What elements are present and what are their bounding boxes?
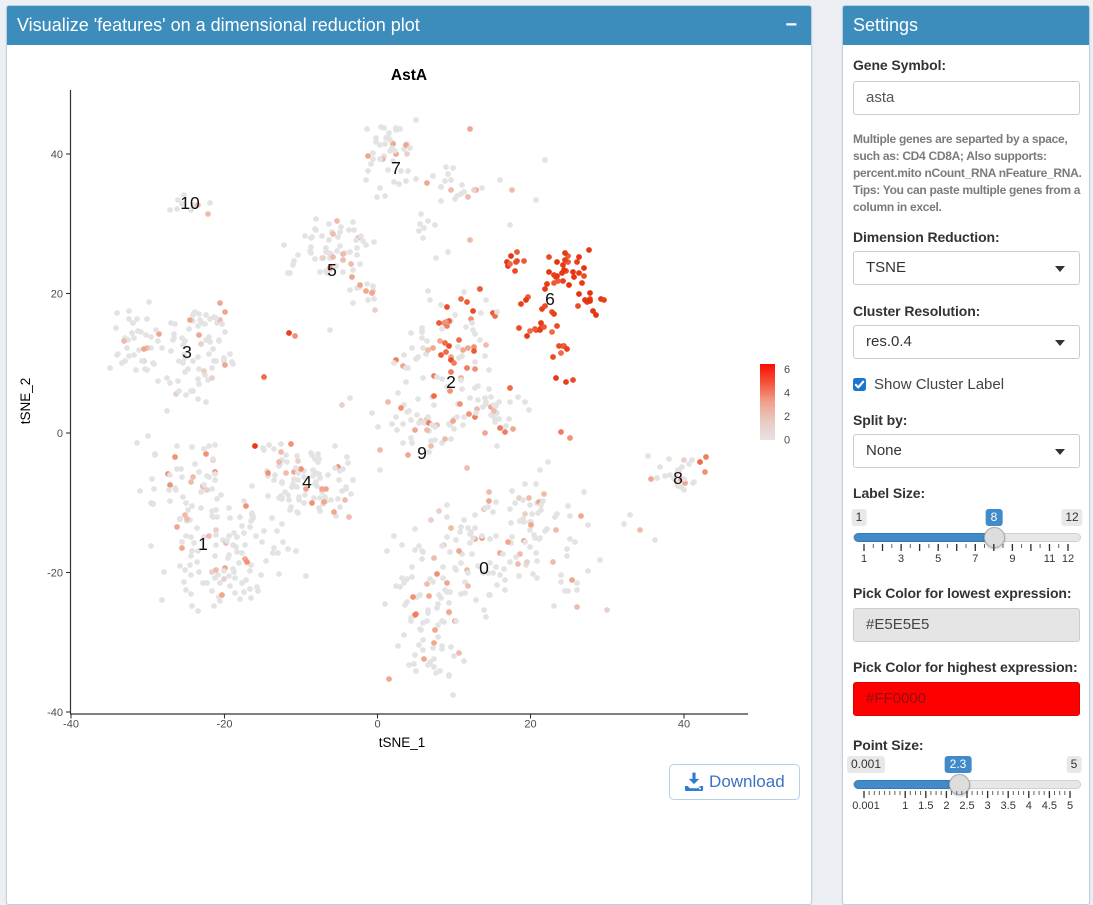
svg-text:0: 0 [479, 558, 489, 578]
svg-text:4.5: 4.5 [1042, 800, 1057, 812]
svg-text:20: 20 [51, 289, 63, 301]
svg-text:2: 2 [784, 411, 790, 423]
svg-text:5: 5 [1067, 800, 1073, 812]
svg-text:-20: -20 [217, 719, 233, 731]
svg-text:tSNE_2: tSNE_2 [18, 378, 33, 425]
svg-text:11: 11 [1044, 553, 1055, 565]
svg-text:3.5: 3.5 [1001, 800, 1016, 812]
svg-text:40: 40 [51, 149, 63, 161]
svg-text:3: 3 [182, 342, 192, 362]
svg-text:6: 6 [545, 289, 555, 309]
svg-text:20: 20 [524, 719, 536, 731]
svg-text:2.5: 2.5 [959, 800, 974, 812]
svg-text:1: 1 [198, 534, 208, 554]
svg-text:-20: -20 [47, 568, 63, 580]
svg-text:4: 4 [1026, 800, 1032, 812]
svg-text:5: 5 [935, 553, 941, 565]
svg-text:12: 12 [1062, 553, 1074, 565]
svg-text:0: 0 [57, 428, 63, 440]
svg-text:7: 7 [391, 158, 401, 178]
svg-text:-40: -40 [63, 719, 79, 731]
svg-text:7: 7 [972, 553, 978, 565]
svg-text:1.5: 1.5 [918, 800, 933, 812]
svg-text:8: 8 [673, 468, 683, 488]
svg-text:0: 0 [784, 435, 790, 447]
svg-text:6: 6 [784, 364, 790, 376]
svg-text:9: 9 [417, 443, 427, 463]
svg-text:1: 1 [861, 553, 867, 565]
svg-text:3: 3 [985, 800, 991, 812]
svg-text:tSNE_1: tSNE_1 [379, 735, 426, 750]
svg-text:2: 2 [943, 800, 949, 812]
svg-text:10: 10 [180, 193, 200, 213]
svg-text:-40: -40 [47, 707, 63, 719]
svg-text:4: 4 [302, 472, 312, 492]
svg-text:5: 5 [327, 260, 337, 280]
svg-text:9: 9 [1009, 553, 1015, 565]
svg-text:1: 1 [902, 800, 908, 812]
svg-text:40: 40 [678, 719, 690, 731]
svg-text:4: 4 [784, 388, 790, 400]
svg-text:2: 2 [446, 372, 456, 392]
svg-text:0.001: 0.001 [852, 800, 880, 812]
svg-text:AstA: AstA [391, 67, 427, 84]
svg-text:3: 3 [898, 553, 904, 565]
svg-text:0: 0 [374, 719, 380, 731]
